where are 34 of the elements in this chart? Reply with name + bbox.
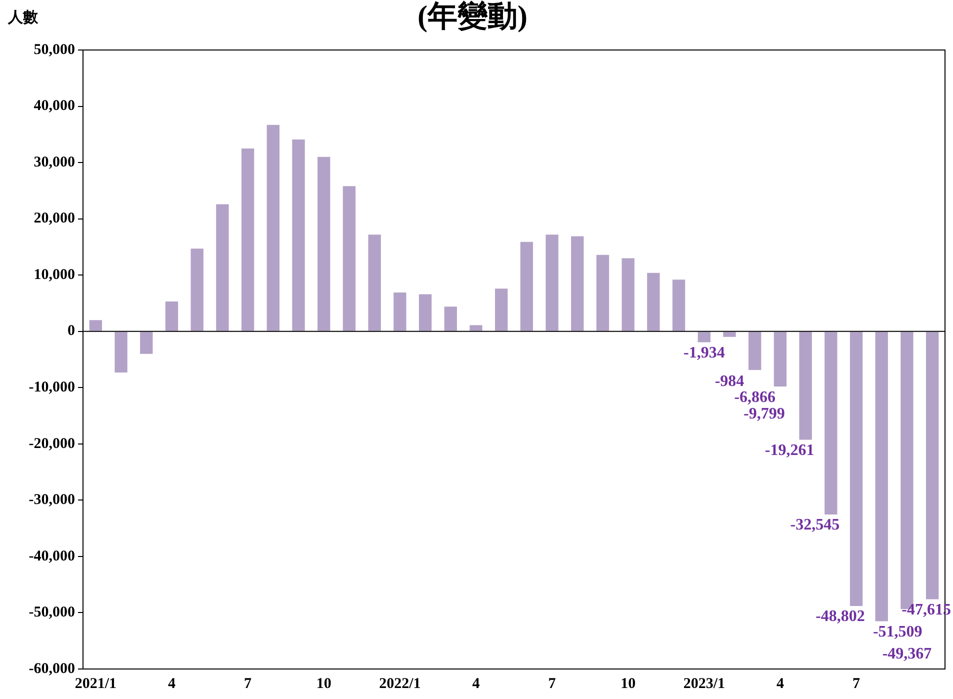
y-tick-label: 20,000 bbox=[34, 210, 75, 227]
y-tick-label: 50,000 bbox=[34, 42, 75, 58]
data-label: -51,509 bbox=[872, 623, 922, 640]
x-tick-label: 4 bbox=[168, 676, 176, 692]
data-label: -984 bbox=[714, 373, 744, 390]
y-tick-label: -20,000 bbox=[28, 436, 75, 452]
data-label: -1,934 bbox=[683, 344, 725, 362]
x-tick-label: 4 bbox=[776, 676, 784, 692]
data-label: -48,802 bbox=[816, 608, 865, 626]
chart-title: (年變動) bbox=[418, 0, 528, 33]
data-label: -19,261 bbox=[764, 442, 814, 459]
x-tick-label: 7 bbox=[852, 676, 861, 692]
y-axis-title: 人數 bbox=[7, 8, 39, 26]
y-tick-label: -50,000 bbox=[28, 604, 75, 621]
x-tick-label: 10 bbox=[316, 676, 332, 692]
data-label: -6,866 bbox=[734, 389, 776, 406]
data-label: -49,367 bbox=[882, 645, 932, 662]
x-tick-label: 2023/1 bbox=[683, 676, 725, 692]
y-tick-label: -10,000 bbox=[28, 380, 75, 396]
x-tick-label: 2021/1 bbox=[74, 676, 117, 692]
y-tick-label: -60,000 bbox=[28, 660, 75, 677]
data-label: -9,799 bbox=[744, 406, 785, 423]
y-tick-label: 30,000 bbox=[34, 154, 75, 170]
x-tick-label: 7 bbox=[548, 676, 556, 692]
x-tick-label: 2022/1 bbox=[379, 676, 421, 692]
data-label: -32,545 bbox=[790, 516, 840, 534]
x-tick-label: 10 bbox=[620, 676, 636, 692]
y-tick-label: 0 bbox=[68, 323, 75, 340]
x-tick-label: 4 bbox=[472, 676, 480, 692]
y-tick-label: 10,000 bbox=[34, 266, 75, 283]
x-tick-label: 7 bbox=[244, 676, 252, 692]
y-tick-label: 40,000 bbox=[34, 98, 75, 114]
y-tick-label: -30,000 bbox=[28, 492, 75, 508]
y-tick-label: -40,000 bbox=[28, 548, 75, 564]
